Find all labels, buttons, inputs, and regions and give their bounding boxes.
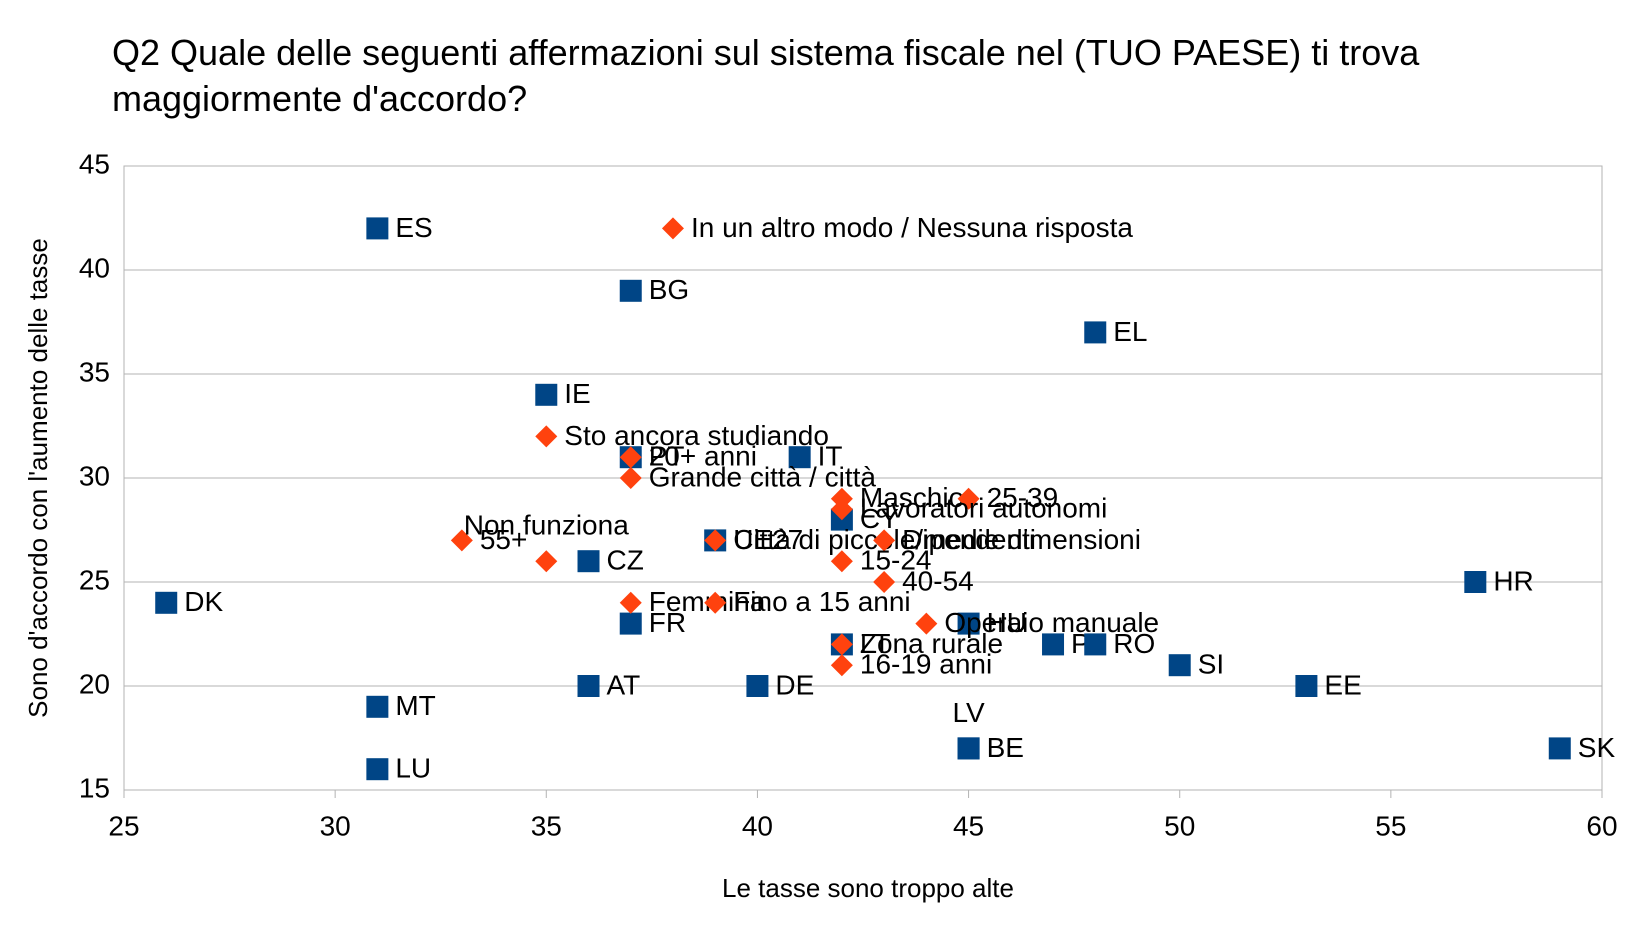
- point-label: DK: [184, 586, 223, 617]
- x-tick-label: 45: [953, 810, 984, 841]
- point-label: Dipendenti: [902, 524, 1036, 555]
- point: [1084, 633, 1107, 656]
- point-label: 40-54: [902, 565, 974, 596]
- point-label: UE27: [733, 524, 803, 555]
- point: [1295, 675, 1318, 697]
- y-axis-title: Sono d'accordo con l'aumento delle tasse: [23, 238, 53, 718]
- x-tick-label: 60: [1586, 810, 1617, 841]
- point-label: SI: [1198, 649, 1224, 680]
- point-label: Fino a 15 anni: [733, 586, 910, 617]
- point-label: Grande città / città: [649, 461, 877, 492]
- plot-border: [123, 165, 1603, 791]
- point-label: 20+ anni: [649, 441, 757, 472]
- point: [830, 633, 853, 656]
- point-label: RO: [1113, 628, 1155, 659]
- y-tick-label: 20: [79, 668, 110, 699]
- y-tick-label: 35: [79, 356, 110, 387]
- point: [1084, 321, 1107, 344]
- point: [577, 550, 600, 573]
- point-label: DE: [775, 669, 814, 700]
- point: [957, 487, 980, 510]
- point-label: ES: [395, 212, 432, 243]
- point: [704, 591, 727, 614]
- point: [535, 550, 558, 573]
- point-label: BG: [649, 274, 689, 305]
- point: [535, 425, 558, 448]
- point: [619, 467, 642, 489]
- point: [661, 217, 684, 240]
- x-tick-label: 25: [108, 810, 139, 841]
- point: [366, 217, 389, 240]
- point: [957, 737, 980, 760]
- y-tick-label: 25: [79, 564, 110, 595]
- point: [915, 612, 938, 635]
- point-label: LU: [395, 753, 431, 784]
- chart-title: Q2 Quale delle seguenti affermazioni sul…: [112, 32, 1420, 119]
- point-label: EE: [1324, 669, 1361, 700]
- point: [830, 654, 853, 677]
- point-label: In un altro modo / Nessuna risposta: [691, 212, 1133, 243]
- point: [155, 591, 178, 614]
- point-label: 55+: [480, 524, 528, 555]
- x-tick-label: 30: [320, 810, 351, 841]
- point-label: Non funziona: [464, 510, 629, 541]
- point: [535, 383, 558, 406]
- point-label: 25-39: [987, 482, 1059, 513]
- point-label: FR: [649, 607, 686, 638]
- point-label: Zona rurale: [860, 628, 1003, 659]
- point-label: HR: [1493, 565, 1533, 596]
- x-tick-label: 35: [531, 810, 562, 841]
- point-label: Operaio manuale: [944, 607, 1159, 638]
- point-label: MT: [395, 690, 435, 721]
- x-tick-label: 40: [742, 810, 773, 841]
- point-label: Città di piccole/medie dimensioni: [733, 524, 1141, 555]
- point: [366, 695, 389, 718]
- point-label: CY: [860, 503, 899, 534]
- point: [450, 529, 473, 552]
- point-label: Sto ancora studiando: [564, 420, 829, 451]
- y-tick-label: 30: [79, 460, 110, 491]
- point-label: SK: [1578, 732, 1616, 763]
- point: [704, 529, 727, 552]
- point: [873, 571, 896, 593]
- y-tick-label: 15: [79, 772, 110, 803]
- point-label: AT: [607, 669, 641, 700]
- point: [1042, 633, 1065, 656]
- point: [1168, 654, 1191, 677]
- point: [957, 612, 980, 635]
- y-tick-label: 40: [79, 252, 110, 283]
- point: [873, 529, 896, 552]
- point-label: EL: [1113, 316, 1147, 347]
- point: [830, 498, 853, 521]
- point-label: IT: [818, 441, 843, 472]
- point: [619, 591, 642, 614]
- point-label: HU: [987, 607, 1027, 638]
- point: [788, 446, 811, 469]
- point-label: LV: [952, 697, 984, 728]
- x-tick-label: 55: [1375, 810, 1406, 841]
- point-label: Maschio: [860, 482, 964, 513]
- point-label: IE: [564, 378, 590, 409]
- x-tick-label: 50: [1164, 810, 1195, 841]
- point: [830, 550, 853, 573]
- point: [619, 612, 642, 635]
- point: [1548, 737, 1571, 760]
- point: [577, 675, 600, 697]
- point: [1464, 571, 1487, 593]
- point: [619, 279, 642, 302]
- point-label: Lavoratori autonomi: [860, 493, 1107, 524]
- point-label: CZ: [607, 545, 644, 576]
- point-label: 16-19 anni: [860, 649, 992, 680]
- point: [619, 446, 642, 469]
- point-label: BE: [987, 732, 1024, 763]
- x-axis-title: Le tasse sono troppo alte: [722, 873, 1014, 903]
- point-label: LT: [860, 628, 891, 659]
- point: [366, 758, 389, 781]
- point-label: 15-24: [860, 545, 932, 576]
- point: [746, 675, 769, 697]
- point-label: PT: [649, 441, 685, 472]
- y-tick-label: 45: [79, 148, 110, 179]
